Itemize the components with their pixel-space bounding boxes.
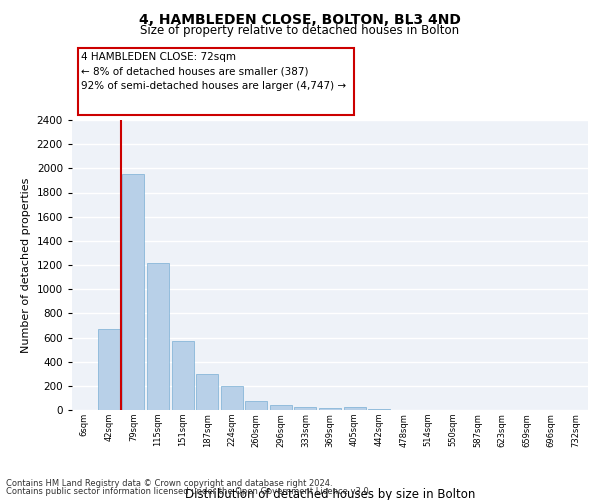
Y-axis label: Number of detached properties: Number of detached properties xyxy=(21,178,31,352)
Bar xyxy=(295,407,316,410)
Text: 4 HAMBLEDEN CLOSE: 72sqm
← 8% of detached houses are smaller (387)
92% of semi-d: 4 HAMBLEDEN CLOSE: 72sqm ← 8% of detache… xyxy=(81,52,346,91)
Bar xyxy=(319,408,341,410)
Text: 4, HAMBLEDEN CLOSE, BOLTON, BL3 4ND: 4, HAMBLEDEN CLOSE, BOLTON, BL3 4ND xyxy=(139,12,461,26)
Bar xyxy=(221,386,243,410)
Bar xyxy=(270,404,292,410)
Bar xyxy=(196,374,218,410)
X-axis label: Distribution of detached houses by size in Bolton: Distribution of detached houses by size … xyxy=(185,488,475,500)
Text: Contains public sector information licensed under the Open Government Licence v3: Contains public sector information licen… xyxy=(6,487,371,496)
Bar xyxy=(172,341,194,410)
Bar xyxy=(98,329,120,410)
Text: Contains HM Land Registry data © Crown copyright and database right 2024.: Contains HM Land Registry data © Crown c… xyxy=(6,478,332,488)
Bar xyxy=(147,262,169,410)
Bar xyxy=(122,174,145,410)
Text: Size of property relative to detached houses in Bolton: Size of property relative to detached ho… xyxy=(140,24,460,37)
Bar xyxy=(344,407,365,410)
Bar xyxy=(245,401,268,410)
